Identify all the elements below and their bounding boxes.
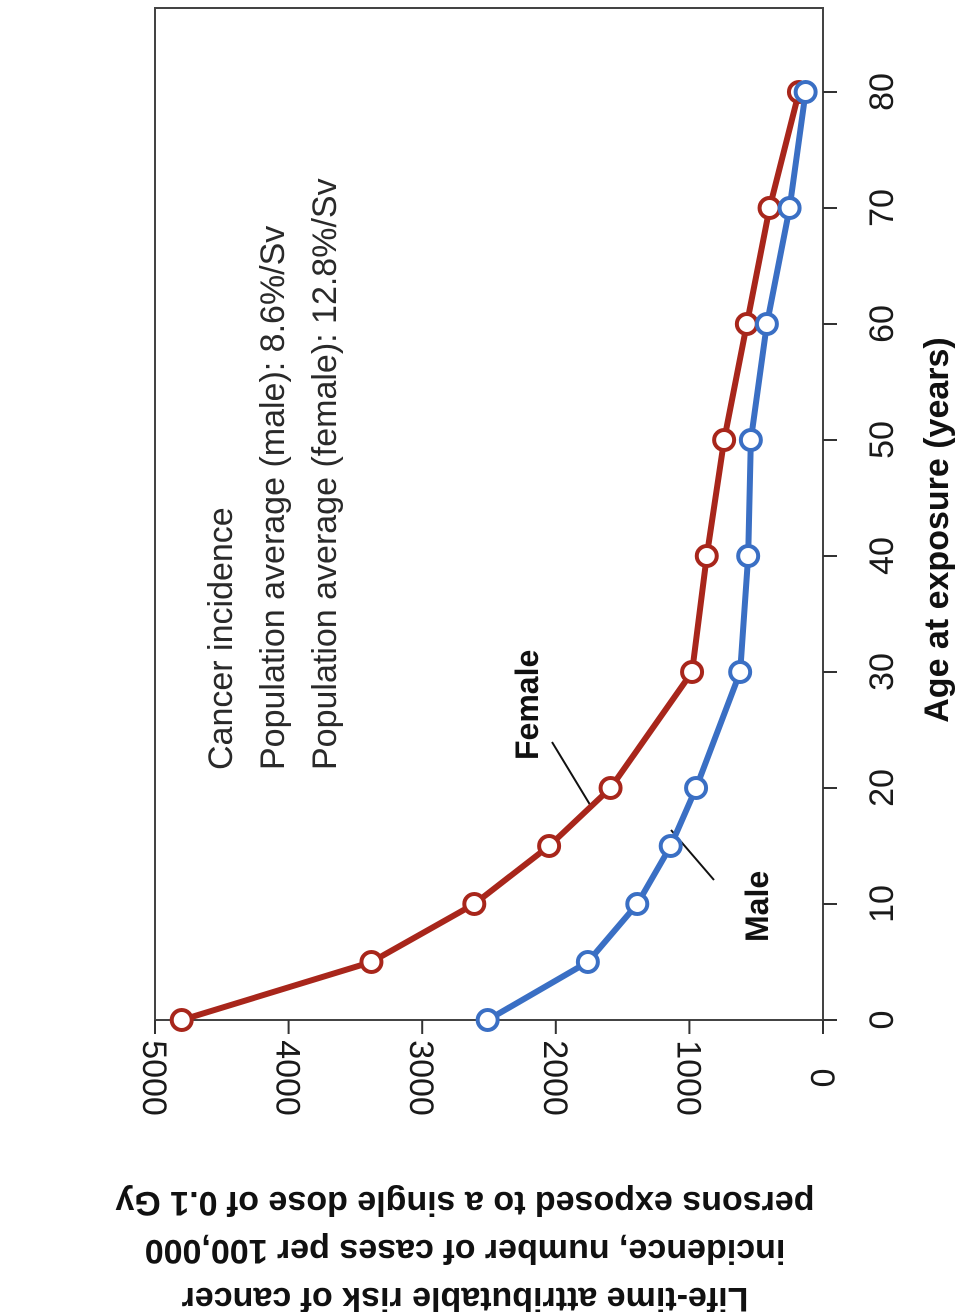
y-tick-label: 1000 <box>669 1040 707 1116</box>
data-point-male <box>793 80 818 104</box>
annotation-line-1: Cancer incidence <box>202 507 240 770</box>
y-axis-title-line-1: Life-time attributable risk of cancer <box>182 1280 749 1312</box>
x-tick-label: 0 <box>863 1011 901 1030</box>
x-tick-label: 10 <box>863 885 901 923</box>
data-point-male <box>754 312 779 336</box>
data-point-female <box>537 834 562 858</box>
data-point-female <box>757 196 782 220</box>
y-axis-title-line-2: incidence, number of cases per 100,000 <box>145 1232 786 1270</box>
data-point-female <box>680 660 705 684</box>
x-tick-label: 50 <box>863 421 901 459</box>
data-point-female <box>462 892 487 916</box>
series-label-male: Male <box>739 871 775 942</box>
data-point-male <box>777 196 802 220</box>
annotation-block: Cancer incidence Population average (mal… <box>202 178 344 770</box>
data-point-male <box>684 776 709 800</box>
x-axis-title: Age at exposure (years) <box>918 337 956 723</box>
axis-ticks: 0 10 20 30 40 50 60 70 80 0 1000 2000 3000 4000 5000 <box>135 73 901 1116</box>
series-label-female: Female <box>509 650 545 760</box>
data-point-male <box>475 1008 500 1032</box>
y-tick-label: 0 <box>803 1069 841 1088</box>
data-point-male <box>625 892 650 916</box>
data-point-female <box>694 544 719 568</box>
series-layer <box>169 80 818 1032</box>
data-point-male <box>738 428 763 452</box>
data-point-male <box>728 660 753 684</box>
data-point-female <box>359 950 384 974</box>
y-tick-label: 5000 <box>135 1040 173 1116</box>
y-axis-title-line-3: persons exposed to a single dose of 0.1 … <box>115 1184 814 1222</box>
data-point-male <box>658 834 683 858</box>
x-tick-label: 20 <box>863 769 901 807</box>
x-tick-label: 60 <box>863 305 901 343</box>
data-point-male <box>575 950 600 974</box>
y-tick-label: 4000 <box>269 1040 307 1116</box>
data-point-female <box>169 1008 194 1032</box>
x-tick-label: 40 <box>863 537 901 575</box>
data-point-female <box>734 312 759 336</box>
y-tick-label: 2000 <box>536 1040 574 1116</box>
data-point-female <box>598 776 623 800</box>
y-tick-label: 3000 <box>402 1040 440 1116</box>
annotation-line-2: Population average (male): 8.6%/Sv <box>254 226 292 770</box>
x-tick-label: 30 <box>863 653 901 691</box>
female-leader-line <box>551 741 593 809</box>
x-tick-label: 70 <box>863 189 901 227</box>
y-axis-title: Life-time attributable risk of cancer in… <box>115 1184 814 1312</box>
annotation-line-3: Population average (female): 12.8%/Sv <box>306 178 344 770</box>
x-tick-label: 80 <box>863 73 901 111</box>
data-point-female <box>712 428 737 452</box>
data-point-male <box>736 544 761 568</box>
